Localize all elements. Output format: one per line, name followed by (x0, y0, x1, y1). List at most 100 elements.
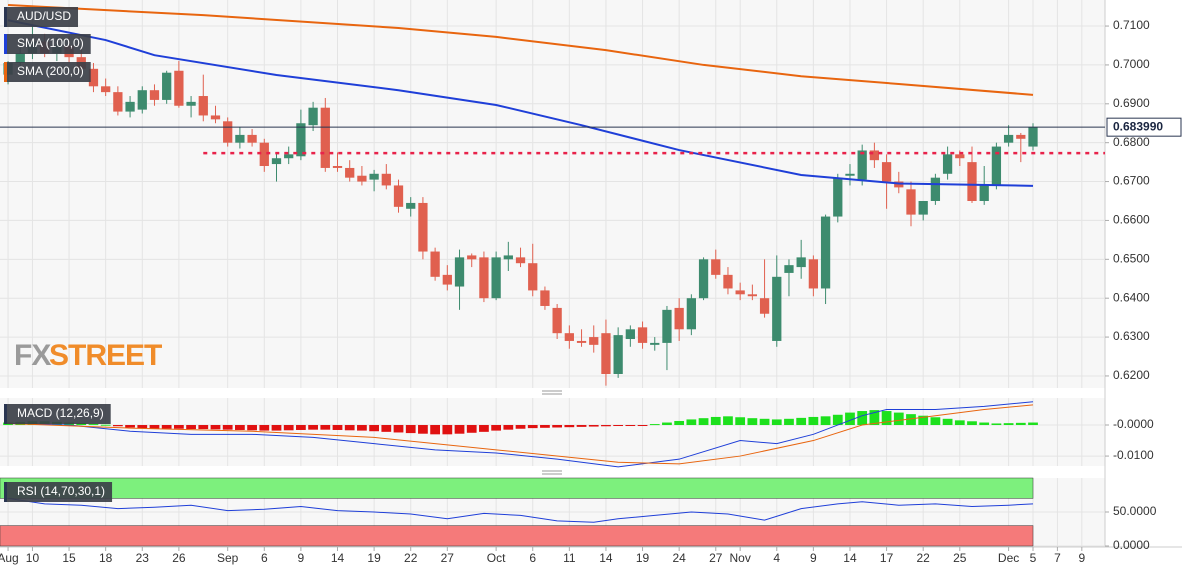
histogram-bar (283, 425, 294, 431)
candle-body (686, 298, 696, 330)
x-tick-label: Aug (0, 551, 19, 565)
y-tick-label: 0.6300 (1113, 329, 1150, 343)
histogram-bar (271, 425, 282, 431)
histogram-bar (161, 425, 172, 429)
histogram-bar (296, 425, 306, 430)
candle-body (174, 70, 184, 106)
histogram-bar (466, 425, 477, 433)
histogram-bar (137, 425, 148, 429)
histogram-bar (601, 425, 611, 427)
candle-body (271, 158, 282, 165)
histogram-bar (625, 425, 636, 427)
y-tick-label: 0.6800 (1113, 135, 1150, 149)
histogram-bar (88, 424, 99, 426)
histogram-bar (515, 425, 526, 429)
candle-body (345, 167, 355, 178)
legend-label: SMA (100,0) (17, 36, 84, 50)
candle-body (796, 257, 806, 268)
x-tick-label: 10 (26, 551, 40, 565)
x-tick-label: 27 (441, 551, 455, 565)
histogram-bar (637, 425, 648, 427)
x-tick-label: 18 (99, 551, 113, 565)
indicator-line (7, 19, 1034, 187)
candle-body (589, 337, 599, 345)
histogram-bar (674, 420, 685, 426)
x-tick-label: 15 (62, 551, 76, 565)
candle-body (601, 333, 611, 375)
candle-body (430, 251, 440, 277)
y-tick-label: 0.6400 (1113, 290, 1150, 304)
indicator-line (7, 497, 1034, 523)
histogram-bar (1003, 423, 1014, 426)
candle-body (186, 101, 196, 106)
legend-box (4, 34, 91, 54)
candle-body (650, 342, 660, 345)
indicator-line (8, 404, 1034, 465)
candle-body (637, 327, 648, 343)
histogram-bar (906, 414, 916, 426)
candle-body (223, 121, 233, 143)
histogram-bar (613, 425, 624, 427)
x-tick-label: 22 (917, 551, 931, 565)
candle-body (857, 150, 867, 180)
histogram-bar (405, 425, 416, 434)
histogram-bar (491, 425, 502, 431)
candle-body (1016, 134, 1026, 139)
y-tick-label: 0.6700 (1113, 174, 1150, 188)
x-tick-label: Dec (998, 551, 1019, 565)
histogram-bar (320, 425, 331, 430)
candle-body (198, 96, 208, 116)
watermark: STREET (49, 339, 162, 372)
histogram-bar (979, 422, 990, 426)
histogram-bar (967, 421, 977, 426)
candle-body (1003, 134, 1014, 143)
y-tick-label: -0.0100 (1113, 448, 1154, 462)
candle-body (332, 166, 343, 168)
histogram-bar (430, 425, 440, 435)
x-tick-label: 26 (172, 551, 186, 565)
histogram-bar (186, 425, 196, 430)
candle-body (247, 134, 257, 143)
x-tick-label: 6 (261, 551, 268, 565)
candle-body (418, 202, 428, 252)
candle-body (235, 134, 245, 143)
candle-body (625, 329, 635, 340)
histogram-bar (893, 412, 904, 426)
y-tick-label: 0.0000 (1113, 538, 1150, 552)
histogram-bar (649, 424, 660, 426)
candle-body (284, 154, 294, 159)
x-tick-label: 24 (672, 551, 686, 565)
legend-label: AUD/USD (17, 9, 71, 23)
histogram-bar (784, 418, 794, 426)
marks (0, 4, 1105, 547)
candle-body (772, 276, 782, 341)
histogram-bar (1028, 422, 1038, 426)
separator (542, 390, 562, 475)
histogram-bar (832, 414, 843, 426)
histogram-bar (747, 418, 758, 426)
histogram-bar (857, 411, 868, 426)
histogram-bar (344, 425, 355, 431)
histogram-bar (503, 425, 514, 430)
histogram-bar (820, 416, 831, 426)
candle-body (747, 294, 758, 297)
candle-body (906, 189, 916, 215)
histogram-bar (210, 425, 221, 430)
legend-box (4, 7, 79, 27)
candle-body (88, 68, 99, 87)
histogram-bar (125, 425, 135, 428)
y-tick-label: 0.7000 (1113, 57, 1150, 71)
histogram-bar (564, 425, 575, 428)
histogram-bar (247, 425, 257, 431)
x-tick-label: 4 (773, 551, 780, 565)
candle-body (698, 259, 709, 299)
x-tick-label: 17 (880, 551, 894, 565)
histogram-bar (442, 425, 453, 435)
x-tick-label: 19 (367, 551, 381, 565)
y-tick-label: 0.6900 (1113, 96, 1150, 110)
histogram-bar (698, 418, 709, 426)
x-tick-label: Nov (729, 551, 750, 565)
histogram-bar (735, 417, 746, 426)
candle-body (210, 115, 221, 120)
candle-body (149, 90, 160, 100)
